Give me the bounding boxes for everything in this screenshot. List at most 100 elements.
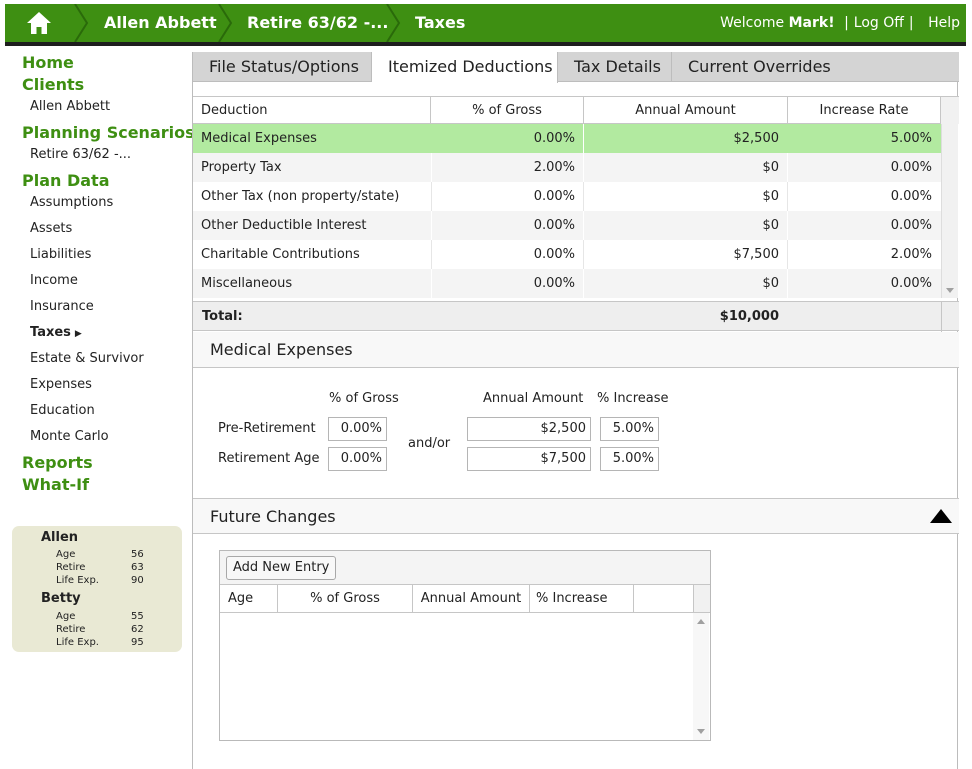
chevron-right-icon [74,4,89,42]
nav-item-taxes[interactable]: Taxes ▶ [30,325,82,340]
home-icon [27,12,51,34]
table-row[interactable]: Property Tax 2.00% $0 0.00% [193,153,941,182]
tab-tax-details[interactable]: Tax Details [558,52,672,82]
future-section-header: Future Changes [193,498,959,534]
person-life-label: Life Exp. [56,637,99,648]
cell-deduction: Charitable Contributions [201,247,360,262]
chevron-right-icon [218,4,233,42]
column-header-annual-amount[interactable]: Annual Amount [584,97,788,124]
tab-itemized-deductions[interactable]: Itemized Deductions [372,52,558,83]
nav-what-if[interactable]: What-If [22,475,90,494]
cell-increase-rate: 0.00% [890,189,932,204]
nav-scenario-name[interactable]: Retire 63/62 -... [30,147,132,162]
scroll-up-icon[interactable] [697,619,705,624]
cell-deduction: Miscellaneous [201,276,293,291]
nav-client-name[interactable]: Allen Abbett [30,99,111,114]
column-header-annual-amount[interactable]: Annual Amount [413,585,530,612]
column-header-age[interactable]: Age [220,585,278,612]
nav-home[interactable]: Home [22,53,74,72]
column-header-pct-gross[interactable]: % of Gross [431,97,584,124]
future-changes-grid: Add New Entry Age % of Gross Annual Amou… [219,550,711,741]
tab-current-overrides[interactable]: Current Overrides [688,57,831,76]
total-amount: $10,000 [719,309,779,324]
label-pct-gross: % of Gross [329,391,399,406]
person-summary: Allen Age 56 Retire 63 Life Exp. 90 Bett… [12,526,182,652]
cell-increase-rate: 0.00% [890,160,932,175]
cell-deduction: Medical Expenses [201,131,317,146]
grid-scrollbar[interactable] [941,124,958,298]
nav-item-education[interactable]: Education [30,403,95,418]
column-header-increase[interactable]: % Increase [530,585,634,612]
tab-bar: File Status/Options Itemized Deductions … [193,52,959,83]
log-off-link[interactable]: Log Off [853,15,904,31]
tab-file-status-options[interactable]: File Status/Options [193,52,372,82]
cell-deduction: Property Tax [201,160,282,175]
table-row[interactable]: Medical Expenses 0.00% $2,500 5.00% [193,124,941,153]
person-life-label: Life Exp. [56,575,99,586]
cell-annual-amount: $0 [762,189,779,204]
nav-item-liabilities[interactable]: Liabilities [30,247,92,262]
add-new-entry-button[interactable]: Add New Entry [226,556,337,580]
retirement-amount-input[interactable]: $7,500 [467,447,591,471]
pre-retirement-amount-input[interactable]: $2,500 [467,417,591,441]
table-row[interactable]: Charitable Contributions 0.00% $7,500 2.… [193,240,941,269]
scroll-down-icon[interactable] [946,288,954,293]
pre-retirement-pct-input[interactable]: 0.00% [328,417,387,441]
nav-clients[interactable]: Clients [22,75,85,94]
chevron-right-icon [386,4,401,42]
cell-pct-gross: 0.00% [533,131,575,146]
column-header-pct-gross[interactable]: % of Gross [278,585,413,612]
nav-plan-data[interactable]: Plan Data [22,171,110,190]
nav-item-insurance[interactable]: Insurance [30,299,94,314]
nav-item-assets[interactable]: Assets [30,221,73,236]
table-row[interactable]: Other Tax (non property/state) 0.00% $0 … [193,182,941,211]
help-link[interactable]: Help [928,15,960,31]
cell-pct-gross: 2.00% [533,160,575,175]
table-row[interactable]: Miscellaneous 0.00% $0 0.00% [193,269,941,298]
cell-annual-amount: $7,500 [733,247,780,262]
top-bar-rule [5,42,966,46]
person-life: 95 [131,637,144,648]
main-panel: File Status/Options Itemized Deductions … [192,52,959,769]
nav-item-monte-carlo[interactable]: Monte Carlo [30,429,109,444]
home-button[interactable] [5,4,73,42]
cell-annual-amount: $2,500 [733,131,780,146]
table-row[interactable]: Other Deductible Interest 0.00% $0 0.00% [193,211,941,240]
nav-item-estate-survivor[interactable]: Estate & Survivor [30,351,144,366]
future-toolbar: Add New Entry [220,551,710,585]
link-separator: | [908,15,914,31]
person-retire: 63 [131,562,144,573]
cell-annual-amount: $0 [762,218,779,233]
column-header-increase-rate[interactable]: Increase Rate [788,97,941,124]
cell-increase-rate: 0.00% [890,276,932,291]
person-retire-label: Retire [56,562,86,573]
detail-editor: % of Gross Annual Amount % Increase Pre-… [193,370,959,498]
scroll-down-icon[interactable] [697,729,705,734]
cell-pct-gross: 0.00% [533,247,575,262]
nav-planning-scenarios[interactable]: Planning Scenarios [22,123,195,142]
welcome-text: Welcome [720,15,785,31]
breadcrumb-scenario[interactable]: Retire 63/62 -... [247,13,389,32]
nav-item-expenses[interactable]: Expenses [30,377,92,392]
total-scroll-spacer [941,302,959,332]
person-retire: 62 [131,624,144,635]
label-retirement-age: Retirement Age [218,451,320,466]
retirement-increase-input[interactable]: 5.00% [600,447,659,471]
future-grid-header: Age % of Gross Annual Amount % Increase [220,585,710,613]
person-name: Betty [41,591,81,606]
nav-item-assumptions[interactable]: Assumptions [30,195,114,210]
column-header-deduction[interactable]: Deduction [193,97,431,124]
retirement-pct-input[interactable]: 0.00% [328,447,387,471]
future-grid-scrollbar[interactable] [693,613,709,740]
pre-retirement-increase-input[interactable]: 5.00% [600,417,659,441]
person-age: 56 [131,549,144,560]
breadcrumb-client[interactable]: Allen Abbett [104,13,217,32]
detail-title: Medical Expenses [210,340,353,359]
person-age-label: Age [56,549,76,560]
future-title: Future Changes [210,507,336,526]
nav-reports[interactable]: Reports [22,453,93,472]
nav-item-taxes-label: Taxes [30,325,71,340]
person-age: 55 [131,611,144,622]
collapse-triangle-icon[interactable] [930,509,952,523]
nav-item-income[interactable]: Income [30,273,78,288]
